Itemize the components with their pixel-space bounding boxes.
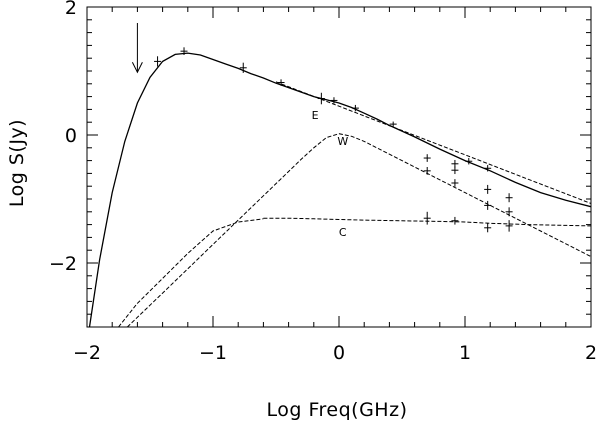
data-point — [505, 220, 513, 232]
plot-frame — [86, 6, 592, 328]
data-point — [505, 207, 513, 217]
y-tick-label: −2 — [49, 253, 77, 275]
curve-total — [88, 52, 591, 327]
data-point — [277, 79, 285, 86]
y-tick-label: 0 — [65, 125, 77, 147]
data-point — [451, 216, 459, 225]
data-point — [484, 223, 492, 233]
curve-w — [126, 133, 591, 327]
data-point — [154, 56, 162, 67]
data-point — [423, 211, 431, 225]
data-point — [351, 104, 359, 112]
curve-label-e: E — [312, 109, 319, 122]
curve-label-c: C — [339, 226, 347, 239]
data-point — [317, 92, 325, 105]
data-point — [484, 200, 492, 210]
data-point — [451, 166, 459, 175]
model-curves — [88, 52, 591, 327]
data-point — [484, 184, 492, 194]
tick-labels: −2 −1 0 1 2 −2 0 2 — [49, 0, 597, 364]
x-tick-label: 0 — [333, 342, 345, 364]
y-axis-label: Log S(Jy) — [6, 119, 28, 207]
data-point — [451, 179, 459, 187]
data-point — [180, 47, 188, 55]
data-point — [330, 97, 338, 104]
data-point — [465, 158, 473, 165]
x-tick-label: 1 — [459, 342, 471, 364]
curve-labels: E W C — [131, 23, 348, 239]
axes — [86, 6, 592, 328]
data-point — [505, 193, 513, 203]
x-axis-label: Log Freq(GHz) — [267, 399, 408, 421]
x-tick-label: −1 — [199, 342, 227, 364]
data-point — [423, 154, 431, 162]
measurements — [154, 47, 513, 233]
curve-label-w: W — [337, 135, 348, 148]
data-point — [389, 121, 397, 127]
data-point — [239, 62, 247, 73]
turnover-arrow — [131, 23, 143, 74]
x-tick-label: 2 — [585, 342, 597, 364]
y-tick-label: 2 — [65, 0, 77, 19]
data-point — [423, 167, 431, 175]
data-point — [484, 165, 492, 172]
x-tick-label: −2 — [73, 342, 101, 364]
curve-w-low — [118, 218, 264, 327]
curve-c — [263, 217, 591, 227]
arrow-head — [131, 62, 143, 74]
curve-e — [275, 81, 591, 204]
